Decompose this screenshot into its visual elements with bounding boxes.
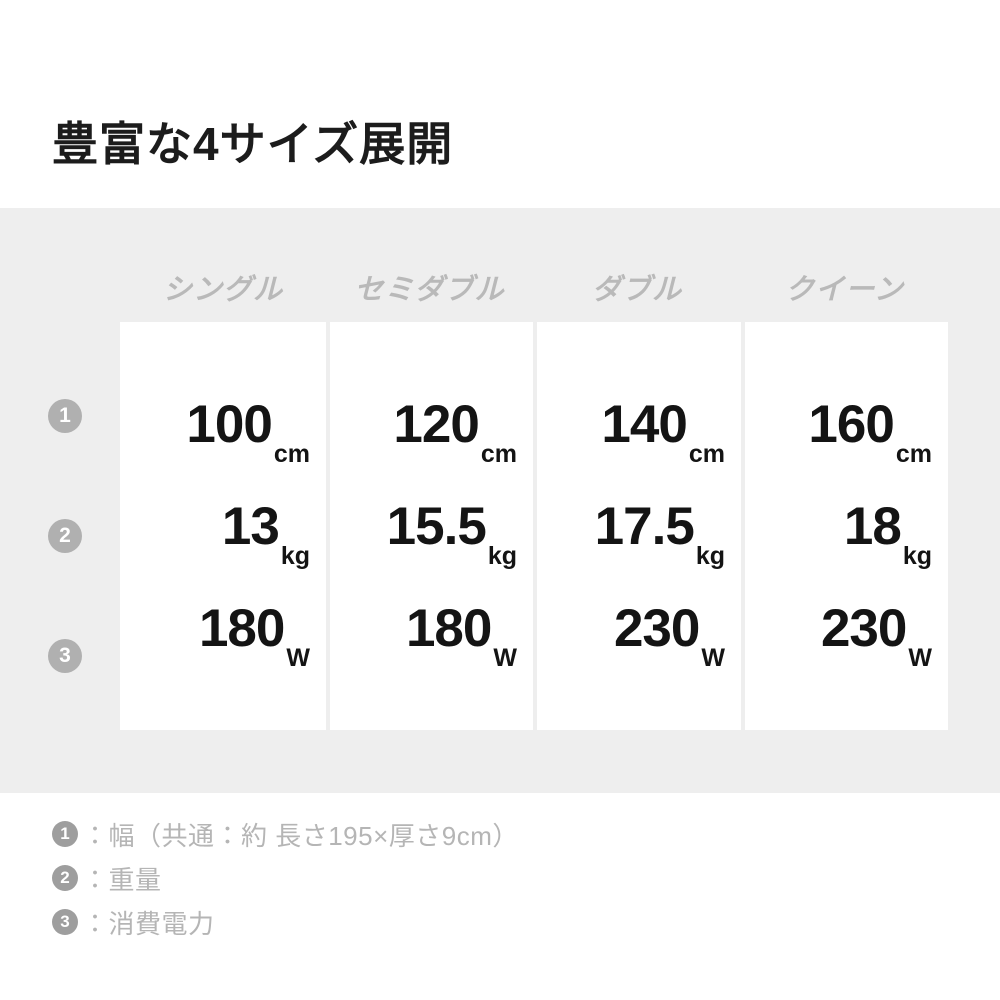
value-unit: W [286, 644, 310, 672]
spec-cell-queen-power: 230 W [745, 577, 948, 679]
footnote-text-1: ：幅（共通：約 長さ195×厚さ9cm） [82, 820, 519, 851]
value-number: 18 [843, 496, 902, 556]
column-header-semidouble: セミダブル [354, 274, 505, 306]
spec-cell-single-weight: 13 kg [120, 475, 326, 577]
value-unit: kg [902, 542, 932, 570]
value-number: 120 [393, 394, 479, 454]
spec-cell-semidouble-weight: 15.5 kg [330, 475, 533, 577]
spec-cell-spacer [330, 322, 533, 373]
spec-cell-spacer [330, 679, 533, 730]
spec-cell-double-width: 140 cm [537, 373, 741, 475]
footnote-list: 1 ：幅（共通：約 長さ195×厚さ9cm） 2 ：重量 3 ：消費電力 [52, 812, 952, 944]
spec-cell-single-power: 180 W [120, 577, 326, 679]
column-header-queen: クイーン [785, 274, 904, 306]
footnote-text-2: ：重量 [82, 864, 162, 895]
value-number: 17.5 [594, 496, 695, 556]
value-number: 230 [613, 598, 700, 658]
footnote-badge-1: 1 [52, 821, 78, 847]
column-header-single: シングル [162, 274, 283, 306]
footnote-badge-2: 2 [52, 865, 78, 891]
footnote-text-3: ：消費電力 [82, 908, 215, 939]
spec-cell-queen-width: 160 cm [745, 373, 948, 475]
value-unit: kg [280, 542, 310, 570]
row-badge-group: 1 2 3 [48, 322, 98, 730]
spec-cell-semidouble-width: 120 cm [330, 373, 533, 475]
value-number: 180 [198, 598, 285, 658]
spec-cell-single-width: 100 cm [120, 373, 326, 475]
spec-cell-double-weight: 17.5 kg [537, 475, 741, 577]
value-number: 230 [820, 598, 907, 658]
footnote-item: 2 ：重量 [52, 856, 952, 900]
spec-column-single: 100 cm 13 kg 180 W [120, 322, 326, 730]
value-number: 13 [221, 496, 280, 556]
spec-cell-spacer [745, 679, 948, 730]
footnote-item: 1 ：幅（共通：約 長さ195×厚さ9cm） [52, 812, 952, 856]
value-unit: kg [695, 542, 725, 570]
footnote-badge-3: 3 [52, 909, 78, 935]
spec-cell-queen-weight: 18 kg [745, 475, 948, 577]
value-unit: cm [273, 440, 310, 468]
row-badge-width: 1 [48, 399, 82, 433]
value-number: 15.5 [386, 496, 487, 556]
spec-cell-double-power: 230 W [537, 577, 741, 679]
value-unit: W [701, 644, 725, 672]
spec-table: 100 cm 13 kg 180 W 120 cm 15.5 kg [120, 322, 948, 730]
spec-table-header-row: シングル セミダブル ダブル クイーン [120, 260, 948, 320]
value-unit: cm [480, 440, 517, 468]
spec-cell-spacer [537, 322, 741, 373]
spec-column-queen: 160 cm 18 kg 230 W [745, 322, 948, 730]
value-unit: cm [688, 440, 725, 468]
spec-cell-spacer [537, 679, 741, 730]
value-number: 140 [601, 394, 687, 454]
spec-table-section: シングル セミダブル ダブル クイーン 1 2 3 100 cm 13 kg 1… [0, 208, 1000, 793]
value-unit: W [908, 644, 932, 672]
value-number: 160 [808, 394, 894, 454]
page-title: 豊富な4サイズ展開 [52, 117, 454, 170]
row-badge-weight: 2 [48, 519, 82, 553]
value-number: 180 [405, 598, 492, 658]
value-number: 100 [186, 394, 272, 454]
value-unit: kg [487, 542, 517, 570]
column-header-double: ダブル [591, 274, 682, 306]
spec-cell-semidouble-power: 180 W [330, 577, 533, 679]
row-badge-powerusage: 3 [48, 639, 82, 673]
value-unit: cm [895, 440, 932, 468]
spec-cell-spacer [745, 322, 948, 373]
spec-cell-spacer [120, 679, 326, 730]
spec-cell-spacer [120, 322, 326, 373]
footnote-item: 3 ：消費電力 [52, 900, 952, 944]
spec-column-double: 140 cm 17.5 kg 230 W [537, 322, 741, 730]
spec-column-semidouble: 120 cm 15.5 kg 180 W [330, 322, 533, 730]
value-unit: W [493, 644, 517, 672]
